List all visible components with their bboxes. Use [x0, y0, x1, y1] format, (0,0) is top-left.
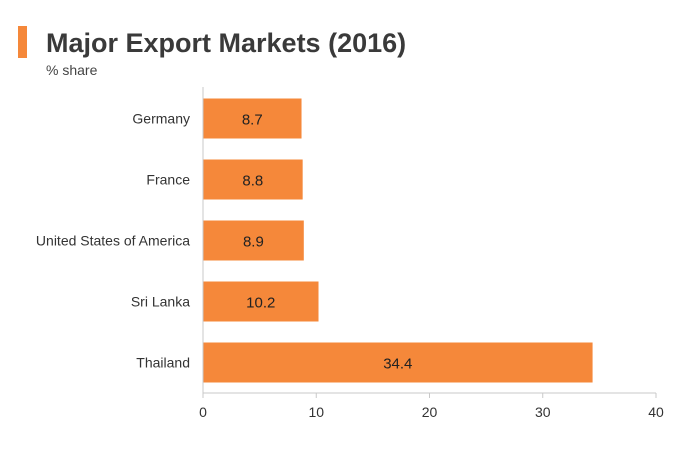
data-label: 8.8 [242, 173, 263, 190]
x-tick-label: 0 [199, 404, 207, 420]
category-label: Thailand [136, 355, 190, 371]
data-label: 8.7 [242, 112, 263, 129]
category-label: Germany [132, 111, 190, 127]
bar-sri-lanka [203, 281, 319, 322]
category-label: France [146, 172, 190, 188]
x-tick-label: 30 [535, 404, 551, 420]
title-accent-bar [18, 26, 27, 58]
category-label: Sri Lanka [131, 294, 190, 310]
x-tick-label: 20 [422, 404, 438, 420]
bar-germany [203, 98, 302, 139]
x-tick-label: 40 [648, 404, 664, 420]
data-label: 8.9 [243, 234, 264, 251]
data-label: 34.4 [383, 356, 412, 373]
category-label: United States of America [36, 233, 190, 249]
chart-subtitle: % share [46, 62, 98, 78]
bar-united-states-of-america [203, 220, 304, 261]
data-label: 10.2 [246, 295, 275, 312]
x-tick-label: 10 [308, 404, 324, 420]
chart-title: Major Export Markets (2016) [46, 28, 407, 58]
bar-france [203, 159, 303, 200]
bar-thailand [203, 342, 593, 383]
